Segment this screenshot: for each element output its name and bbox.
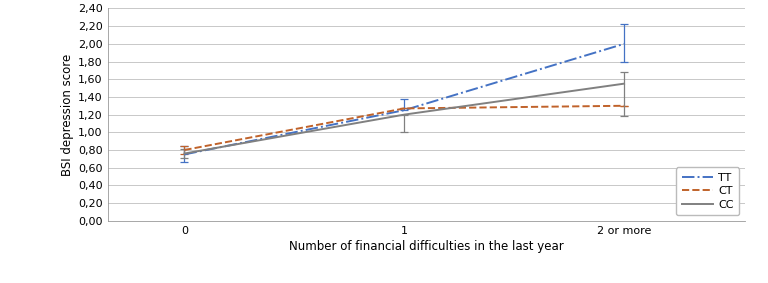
X-axis label: Number of financial difficulties in the last year: Number of financial difficulties in the … [289,240,564,253]
Y-axis label: BSI depression score: BSI depression score [61,53,74,176]
Legend: TT, CT, CC: TT, CT, CC [676,168,740,215]
